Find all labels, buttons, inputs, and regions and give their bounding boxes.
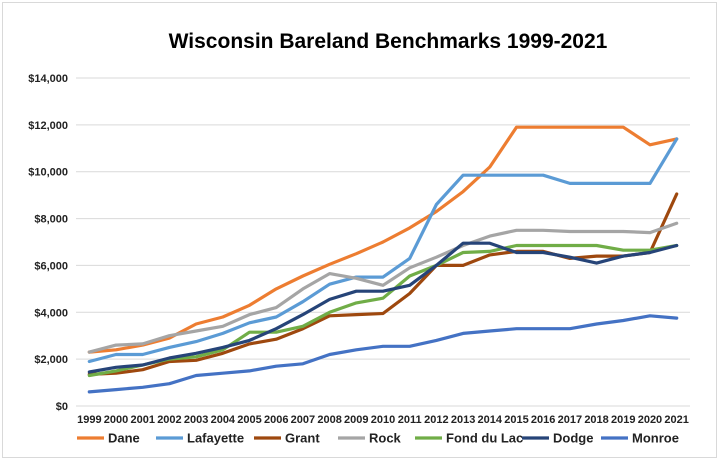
y-tick-label: $6,000 xyxy=(34,260,68,272)
y-tick-label: $10,000 xyxy=(28,167,68,179)
x-tick-label: 2011 xyxy=(398,414,422,426)
y-tick-label: $12,000 xyxy=(28,120,68,132)
x-tick-label: 2009 xyxy=(344,414,368,426)
x-tick-label: 2001 xyxy=(130,414,154,426)
x-tick-label: 2002 xyxy=(157,414,181,426)
x-tick-label: 2008 xyxy=(317,414,341,426)
x-tick-label: 2004 xyxy=(211,414,236,426)
x-tick-label: 1999 xyxy=(77,414,101,426)
legend-label-fond-du-lac: Fond du Lac xyxy=(446,431,523,446)
y-axis-tick-labels: $0 $2,000 $4,000 $6,000 $8,000 $10,000 $12,000… xyxy=(28,73,68,413)
legend-label-lafayette: Lafayette xyxy=(187,431,244,446)
y-tick-label: $0 xyxy=(56,401,68,413)
x-tick-label: 2021 xyxy=(664,414,688,426)
x-tick-label: 2020 xyxy=(638,414,662,426)
series-lines xyxy=(87,125,679,394)
series-line-lafayette xyxy=(87,137,679,364)
x-tick-label: 2007 xyxy=(291,414,315,426)
y-tick-label: $4,000 xyxy=(34,307,68,319)
x-tick-label: 2012 xyxy=(424,414,448,426)
chart-title: Wisconsin Bareland Benchmarks 1999-2021 xyxy=(169,30,608,53)
series-line-dodge xyxy=(87,241,679,374)
y-tick-label: $14,000 xyxy=(28,73,68,85)
x-tick-label: 2013 xyxy=(451,414,475,426)
legend-label-dane: Dane xyxy=(108,431,140,446)
x-tick-label: 2006 xyxy=(264,414,288,426)
legend-label-monroe: Monroe xyxy=(632,431,679,446)
y-tick-label: $8,000 xyxy=(34,214,68,226)
legend: Dane Lafayette Grant Rock Fond du Lac Dodge Mo… xyxy=(77,431,679,446)
series-line-rock xyxy=(87,221,679,354)
x-tick-label: 2018 xyxy=(584,414,608,426)
x-tick-label: 2017 xyxy=(558,414,582,426)
x-tick-label: 2019 xyxy=(611,414,635,426)
y-tick-label: $2,000 xyxy=(34,354,68,366)
legend-label-dodge: Dodge xyxy=(553,431,593,446)
x-axis-tick-labels: 1999 2000 2001 2002 2003 2004 2005 2006 2007 2008… xyxy=(77,414,689,426)
legend-label-grant: Grant xyxy=(285,431,320,446)
x-tick-label: 2015 xyxy=(504,414,528,426)
series-line-fond-du-lac xyxy=(87,243,679,378)
x-tick-label: 2003 xyxy=(184,414,208,426)
x-tick-label: 2005 xyxy=(237,414,261,426)
x-tick-label: 2016 xyxy=(531,414,555,426)
series-line-monroe xyxy=(87,314,679,394)
legend-label-rock: Rock xyxy=(369,431,402,446)
x-tick-label: 2000 xyxy=(104,414,128,426)
x-tick-label: 2014 xyxy=(478,414,503,426)
x-tick-label: 2010 xyxy=(371,414,395,426)
series-line-dane xyxy=(87,125,679,354)
